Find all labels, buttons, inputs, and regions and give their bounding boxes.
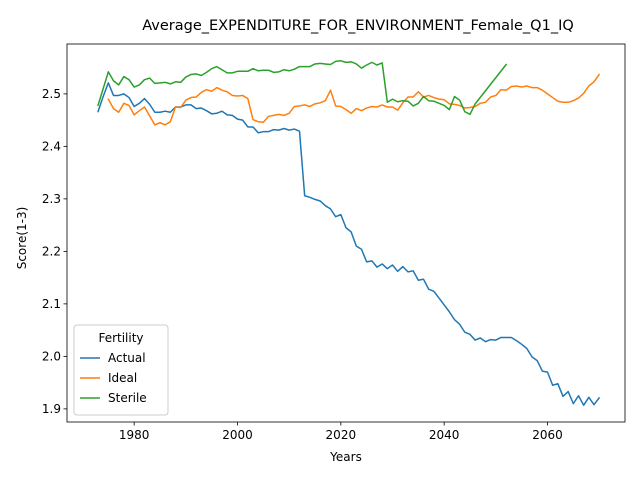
y-axis-ticks: 1.9 2.0 2.1 2.2 2.3 2.4 2.5: [42, 87, 67, 416]
y-axis-label: Score(1-3): [15, 207, 29, 270]
y-tick-label: 2.3: [42, 192, 61, 206]
x-tick-label: 1980: [119, 428, 150, 442]
x-tick-label: 2040: [429, 428, 460, 442]
legend-label-sterile: Sterile: [108, 391, 147, 405]
y-tick-label: 2.4: [42, 139, 61, 153]
axes-frame: [66, 43, 626, 423]
y-tick-label: 2.1: [42, 297, 61, 311]
legend: Fertility Actual Ideal Sterile: [73, 324, 169, 416]
legend-box: [73, 324, 169, 416]
series-line-ideal: [107, 73, 600, 126]
y-tick-label: 1.9: [42, 402, 61, 416]
series-line-actual: [97, 82, 600, 406]
y-tick-label: 2.2: [42, 244, 61, 258]
plot-area: [66, 43, 626, 423]
series-line-sterile: [97, 60, 507, 116]
chart-title: Average_EXPENDITURE_FOR_ENVIRONMENT_Fema…: [142, 18, 574, 34]
legend-label-actual: Actual: [108, 351, 146, 365]
x-tick-label: 2000: [222, 428, 253, 442]
x-tick-label: 2060: [532, 428, 563, 442]
x-axis-ticks: 1980 2000 2020 2040 2060: [119, 422, 563, 442]
x-axis-label: Years: [329, 450, 362, 464]
legend-title: Fertility: [98, 331, 143, 345]
x-tick-label: 2020: [326, 428, 357, 442]
y-tick-label: 2.0: [42, 349, 61, 363]
legend-label-ideal: Ideal: [108, 371, 137, 385]
y-tick-label: 2.5: [42, 87, 61, 101]
